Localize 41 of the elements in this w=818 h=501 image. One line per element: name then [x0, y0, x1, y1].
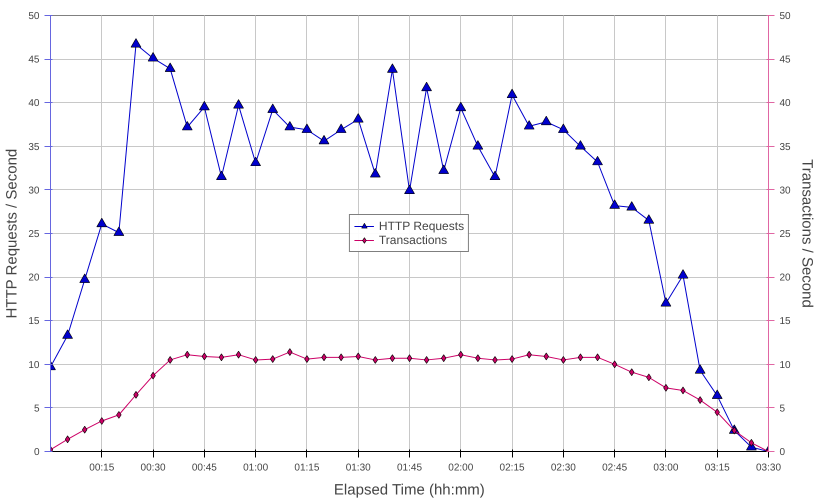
y2-tick-label: 15	[780, 316, 792, 328]
x-tick-label: 02:15	[500, 462, 526, 474]
y2-tick-label: 25	[780, 229, 792, 240]
x-tick-label: 01:30	[346, 462, 372, 474]
x-tick-label: 00:45	[192, 462, 218, 474]
y2-tick-label: 5	[780, 403, 786, 414]
y2-tick-label: 35	[780, 142, 792, 153]
legend-label: Transactions	[378, 233, 448, 247]
y-tick-label: 25	[28, 229, 40, 240]
legend-label: HTTP Requests	[378, 219, 464, 233]
x-tick-label: 00:30	[140, 462, 166, 474]
y-tick-label: 0	[34, 447, 40, 458]
y2-axis-title: Transactions / Second	[798, 159, 816, 308]
y-tick-label: 50	[28, 11, 40, 22]
y2-tick-label: 40	[780, 98, 792, 110]
x-tick-label: 02:00	[448, 462, 474, 474]
x-tick-label: 03:00	[653, 462, 679, 474]
x-axis-title: Elapsed Time (hh:mm)	[334, 482, 485, 498]
y-tick-label: 5	[34, 403, 40, 414]
x-tick-label: 02:45	[602, 462, 628, 474]
x-tick-label: 02:30	[550, 462, 576, 474]
y2-tick-label: 45	[780, 54, 792, 66]
x-tick-label: 00:15	[89, 462, 115, 474]
y2-tick-label: 30	[780, 185, 792, 196]
y2-tick-label: 0	[780, 447, 786, 458]
x-tick-label: 01:00	[243, 462, 269, 474]
y2-tick-label: 50	[780, 11, 792, 22]
y-tick-label: 10	[28, 360, 40, 371]
y-tick-label: 15	[28, 316, 40, 328]
y-tick-label: 40	[28, 98, 40, 110]
x-tick-label: 01:45	[396, 462, 422, 474]
x-tick-label: 03:30	[756, 462, 782, 474]
y-tick-label: 20	[28, 272, 40, 284]
y-axis-title: HTTP Requests / Second	[3, 148, 20, 319]
x-tick-label: 03:15	[704, 462, 730, 474]
y-tick-label: 45	[28, 54, 40, 66]
y2-tick-label: 10	[780, 360, 792, 371]
y-tick-label: 35	[28, 142, 40, 153]
y2-tick-label: 20	[780, 272, 792, 284]
x-tick-label: 01:15	[294, 462, 320, 474]
y-tick-label: 30	[28, 185, 40, 196]
